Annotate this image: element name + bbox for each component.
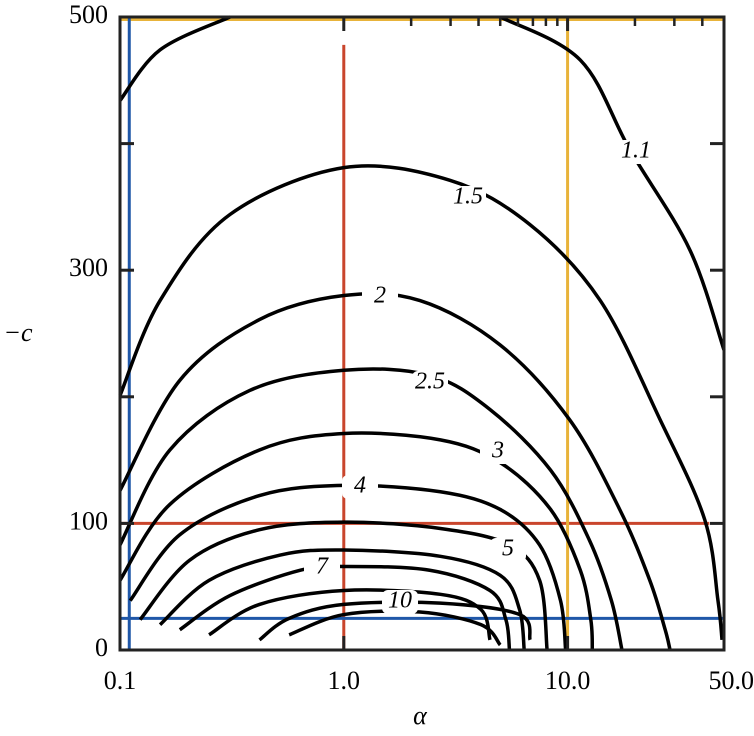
contour-line	[118, 367, 624, 651]
contour-label-gap	[412, 371, 448, 395]
contour-label-gap	[304, 556, 340, 580]
contour-label-gap	[450, 186, 486, 210]
contour-line	[288, 609, 502, 647]
contour-label-gap	[480, 440, 516, 464]
contour-line	[118, 164, 724, 641]
contour-label-gap	[342, 475, 378, 499]
x-tick-label: 1.0	[328, 666, 361, 695]
contour-label-gap	[490, 538, 526, 562]
y-tick-label: 0	[95, 633, 108, 662]
x-tick-label: 10.0	[545, 666, 591, 695]
x-tick-label: 0.1	[104, 666, 137, 695]
contour-line	[138, 520, 549, 651]
contour-line	[208, 588, 492, 641]
contour-line	[118, 15, 231, 102]
contour-label: 2.5	[415, 369, 445, 395]
contour-line	[158, 548, 526, 651]
x-axis-label: α	[413, 701, 428, 730]
contour-label: 10	[388, 588, 412, 614]
y-tick-label: 100	[69, 506, 108, 535]
contour-line	[118, 431, 595, 651]
contour-label-gap	[382, 590, 418, 614]
contour-label: 1.1	[621, 138, 651, 164]
contour-line	[499, 15, 726, 351]
contour-label: 3	[491, 438, 504, 464]
contour-label: 7	[316, 554, 329, 580]
y-tick-label: 500	[69, 0, 108, 29]
contour-label: 5	[502, 536, 514, 562]
x-tick-label: 50.0	[709, 666, 754, 695]
contour-line	[118, 291, 672, 651]
plot-frame	[118, 15, 726, 652]
contour-line	[178, 564, 512, 651]
contour-line	[128, 483, 568, 651]
contour-label: 2	[374, 283, 386, 309]
contour-label-gap	[618, 140, 654, 164]
y-tick-label: 300	[69, 253, 108, 282]
y-axis-label: −c	[3, 318, 33, 347]
contour-label: 4	[354, 473, 366, 499]
contour-label: 1.5	[453, 184, 483, 210]
contour-label-gap	[362, 285, 398, 309]
